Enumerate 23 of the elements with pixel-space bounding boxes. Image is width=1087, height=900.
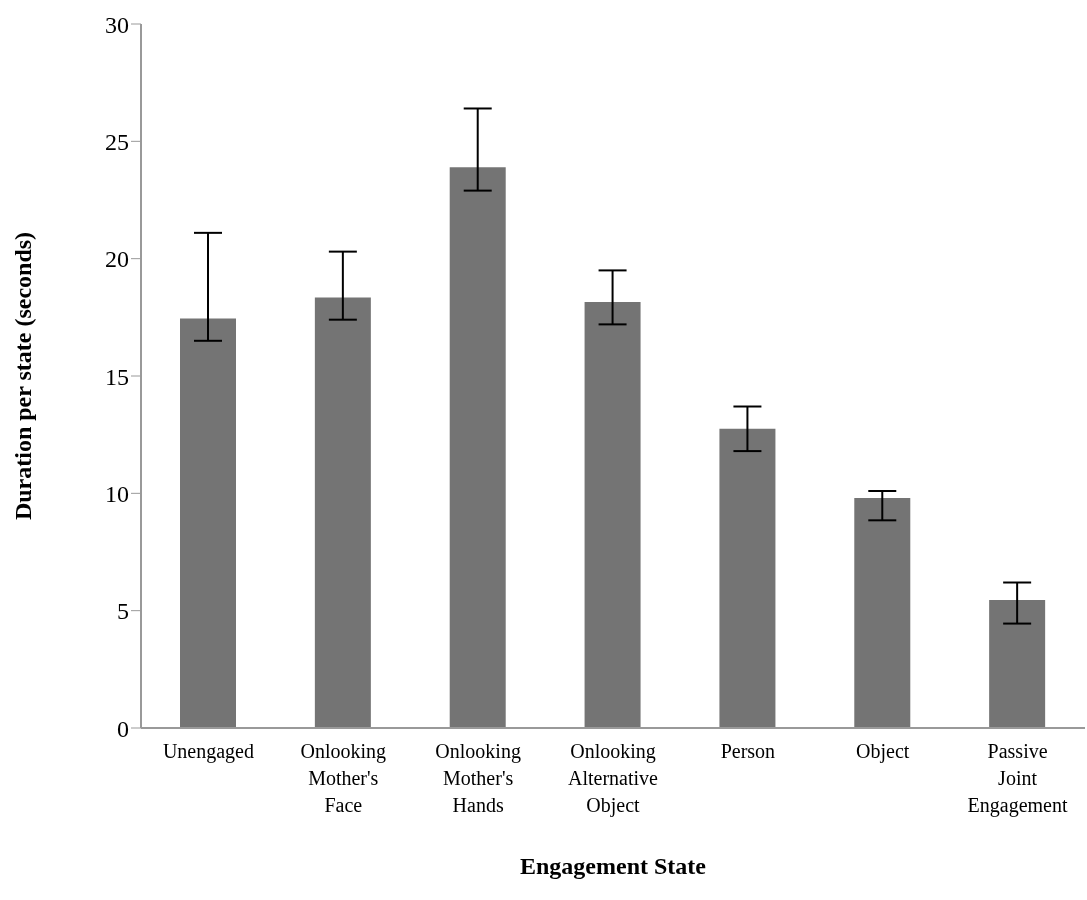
y-tick-label: 10 (105, 480, 129, 507)
y-axis-title: Duration per state (seconds) (9, 231, 36, 521)
x-tick-label: Onlooking Mother's Hands (435, 740, 521, 816)
x-tick-label: Onlooking Mother's Face (300, 740, 387, 816)
y-tick-label: 0 (117, 715, 129, 742)
x-axis-title: Engagement State (520, 853, 707, 879)
bar (314, 297, 371, 728)
bar (180, 318, 236, 728)
x-tick-label: Passive Joint Engagement (967, 740, 1068, 817)
x-tick-label: Person (720, 740, 776, 762)
y-tick-label: 30 (105, 11, 129, 38)
bar (854, 498, 911, 728)
bar (449, 167, 506, 728)
x-tick-label: Unengaged (162, 740, 254, 763)
y-tick-label: 15 (105, 363, 129, 390)
bar (719, 428, 776, 728)
y-tick-label: 5 (117, 598, 129, 625)
bar (989, 600, 1046, 728)
x-tick-label: Object (856, 740, 910, 763)
bar (584, 302, 641, 728)
y-tick-label: 20 (105, 246, 129, 273)
y-tick-label: 25 (105, 128, 129, 155)
x-tick-label: Onlooking Alternative Object (568, 740, 659, 817)
